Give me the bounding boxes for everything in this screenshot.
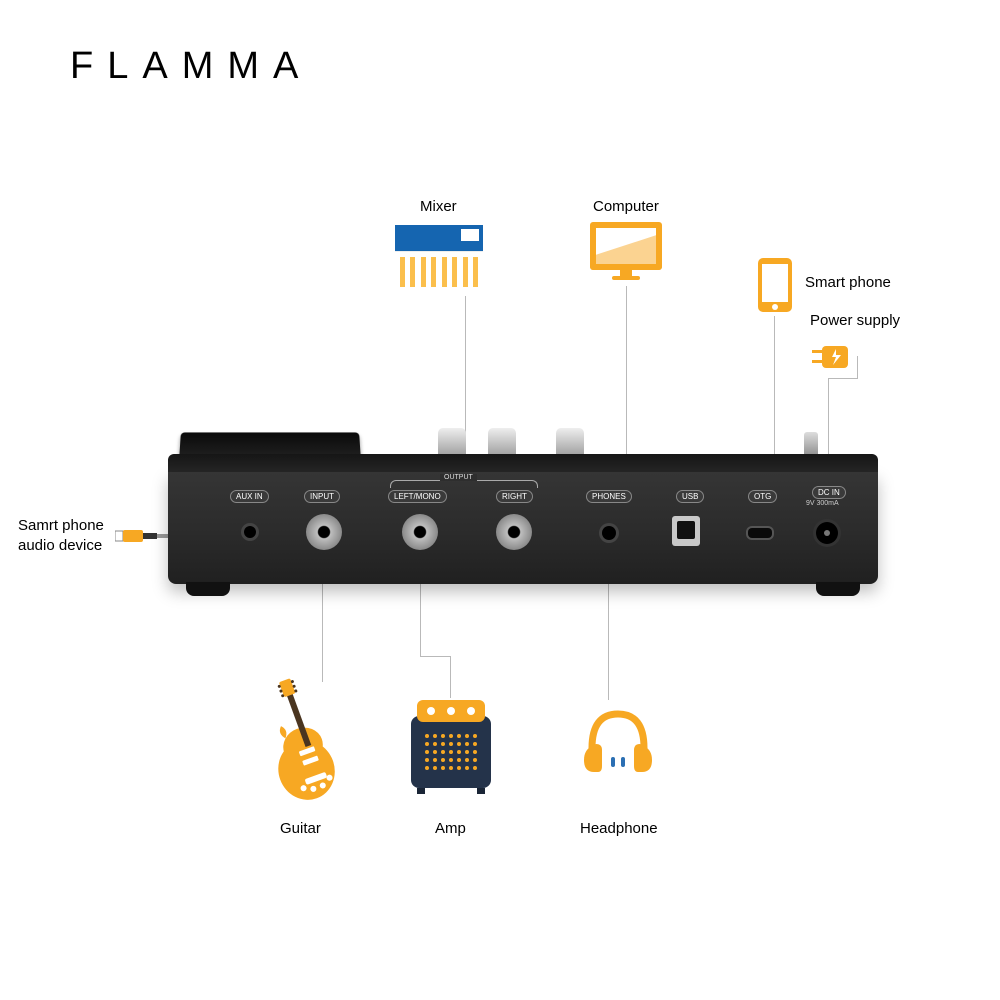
port-dcspec: 9V 300mA xyxy=(806,500,839,507)
guitar-label: Guitar xyxy=(280,820,321,837)
smartphone-icon xyxy=(758,258,792,312)
brand-logo: FLAMMA xyxy=(70,45,312,88)
port-dcin-label: DC IN xyxy=(812,486,846,499)
amp-icon xyxy=(405,700,497,801)
aux-cable-icon xyxy=(115,528,171,549)
jack-dc xyxy=(816,522,838,544)
power-icon xyxy=(808,338,858,379)
line-amp-v2 xyxy=(450,656,451,698)
headphone-label: Headphone xyxy=(580,820,658,837)
computer-label: Computer xyxy=(593,198,659,215)
device: AUX IN INPUT LEFT/MONO RIGHT PHONES USB … xyxy=(168,410,878,620)
mixer-label: Mixer xyxy=(420,198,457,215)
line-power xyxy=(857,356,858,378)
amp-label: Amp xyxy=(435,820,466,837)
port-phones-label: PHONES xyxy=(586,490,632,503)
computer-icon xyxy=(590,222,662,280)
port-input-label: INPUT xyxy=(304,490,340,503)
mixer-icon xyxy=(395,225,483,291)
headphone-icon xyxy=(578,702,658,783)
port-left-label: LEFT/MONO xyxy=(388,490,447,503)
jack-phones xyxy=(602,526,616,540)
jack-left xyxy=(402,514,438,550)
guitar-icon xyxy=(252,678,352,813)
port-right-label: RIGHT xyxy=(496,490,533,503)
jack-auxin xyxy=(244,526,256,538)
line-amp-h xyxy=(420,656,450,657)
jack-otg xyxy=(748,528,772,538)
port-auxin-label: AUX IN xyxy=(230,490,269,503)
smartphone-label: Smart phone xyxy=(805,274,891,291)
jack-usb xyxy=(672,516,700,546)
jack-right xyxy=(496,514,532,550)
aux-device-label: Samrt phone audio device xyxy=(18,516,104,555)
port-usb-label: USB xyxy=(676,490,704,503)
jack-input xyxy=(306,514,342,550)
port-output-label: OUTPUT xyxy=(440,474,477,481)
power-label: Power supply xyxy=(810,312,900,329)
line-power-h xyxy=(828,378,858,379)
port-otg-label: OTG xyxy=(748,490,777,503)
